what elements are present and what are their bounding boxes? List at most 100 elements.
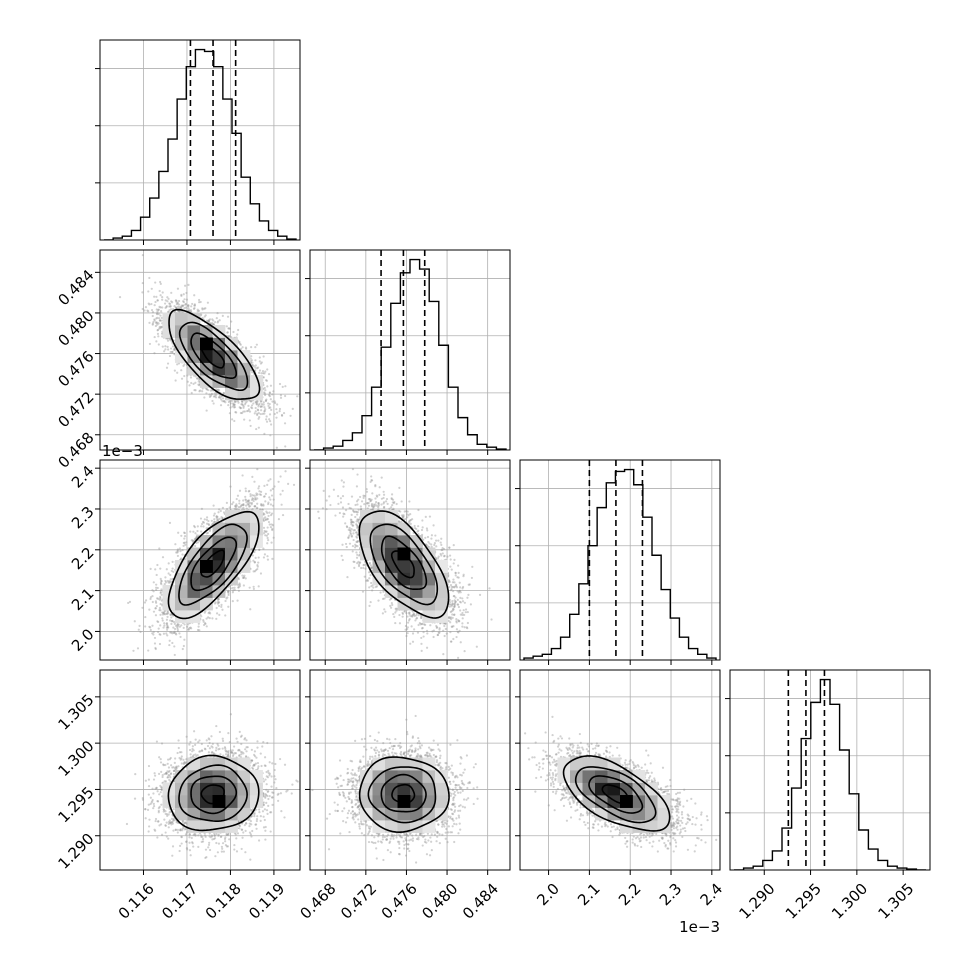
scatter-point	[351, 805, 354, 809]
scatter-point	[363, 765, 366, 768]
scatter-point	[275, 408, 278, 411]
scatter-point	[325, 817, 329, 820]
scatter-point	[208, 611, 211, 614]
scatter-point	[256, 412, 259, 415]
scatter-point	[420, 636, 423, 640]
scatter-point	[450, 625, 453, 628]
scatter-point	[360, 822, 363, 825]
scatter-point	[224, 747, 227, 750]
scatter-point	[239, 406, 242, 410]
density-cell	[385, 795, 398, 808]
scatter-point	[436, 633, 440, 637]
scatter-point	[172, 773, 176, 776]
scatter-point	[256, 815, 259, 818]
contour-3	[367, 766, 437, 824]
panel-background	[520, 460, 720, 660]
scatter-point	[382, 496, 385, 500]
scatter-point	[406, 516, 409, 519]
scatter-point	[683, 826, 686, 830]
scatter-point	[250, 748, 253, 751]
scatter-point	[449, 617, 452, 620]
scatter-point	[468, 781, 471, 785]
scatter-point	[255, 827, 258, 830]
scatter-point	[454, 786, 457, 789]
scatter-point	[661, 837, 664, 840]
scatter-point	[451, 812, 455, 816]
scatter-point	[403, 843, 406, 847]
scatter-point	[350, 521, 353, 524]
scatter-point	[161, 773, 164, 777]
scatter-point	[453, 605, 456, 608]
density-panel-0-1	[99, 249, 301, 451]
scatter-point	[153, 772, 156, 775]
scatter-point	[406, 733, 409, 736]
scatter-point	[291, 407, 294, 410]
scatter-point	[153, 636, 157, 640]
scatter-point	[269, 420, 272, 423]
contour-3	[178, 764, 248, 822]
panel-content	[311, 714, 479, 864]
scatter-point	[353, 773, 356, 777]
scatter-point	[452, 780, 455, 783]
scatter-point	[355, 485, 359, 488]
scatter-point	[432, 524, 435, 527]
scatter-point	[442, 823, 445, 826]
scatter-point	[211, 742, 214, 745]
scatter-point	[233, 588, 236, 591]
scatter-point	[258, 808, 261, 811]
scatter-point	[447, 776, 450, 779]
scatter-point	[370, 479, 374, 482]
scatter-point	[204, 748, 207, 751]
scatter-point	[438, 833, 441, 836]
scatter-point	[211, 321, 214, 325]
scatter-point	[429, 836, 432, 839]
scatter-point	[224, 599, 227, 603]
scatter-point	[461, 782, 464, 785]
panel-content	[317, 468, 493, 659]
scatter-point	[399, 752, 402, 755]
scatter-point	[236, 399, 240, 403]
scatter-point	[147, 793, 150, 796]
scatter-point	[172, 631, 175, 634]
scatter-point	[428, 752, 431, 755]
scatter-point	[255, 403, 258, 406]
scatter-point	[227, 755, 231, 758]
scatter-point	[176, 301, 179, 304]
scatter-point	[355, 536, 359, 539]
scatter-point	[351, 524, 354, 527]
scatter-point	[365, 824, 369, 827]
scatter-point	[187, 304, 190, 307]
scatter-point	[244, 490, 248, 493]
scatter-point	[174, 624, 178, 627]
scatter-point	[165, 622, 169, 625]
scatter-point	[206, 301, 210, 304]
contour-3	[178, 523, 248, 606]
density-cell	[175, 610, 188, 623]
scatter-point	[183, 760, 186, 764]
scatter-point	[457, 620, 460, 623]
scatter-point	[260, 361, 263, 364]
scatter-point	[417, 838, 420, 841]
contour-2	[190, 775, 238, 815]
density-cell	[385, 770, 398, 783]
scatter-point	[179, 758, 182, 761]
scatter-point	[267, 404, 270, 408]
scatter-point	[148, 342, 152, 346]
scatter-point	[224, 753, 228, 756]
panel-content	[125, 713, 299, 861]
scatter-point	[166, 610, 169, 613]
scatter-point	[231, 405, 234, 408]
scatter-point	[264, 764, 267, 767]
scatter-point	[265, 801, 268, 804]
scatter-point	[357, 766, 360, 770]
scatter-point	[168, 819, 171, 822]
scatter-point	[449, 616, 453, 619]
scatter-point	[356, 473, 359, 476]
scatter-point	[372, 586, 375, 589]
scatter-point	[376, 740, 379, 743]
scatter-point	[230, 503, 234, 506]
scatter-point	[191, 302, 194, 306]
scatter-point	[414, 747, 417, 750]
scatter-point	[258, 493, 262, 496]
scatter-point	[367, 760, 370, 763]
